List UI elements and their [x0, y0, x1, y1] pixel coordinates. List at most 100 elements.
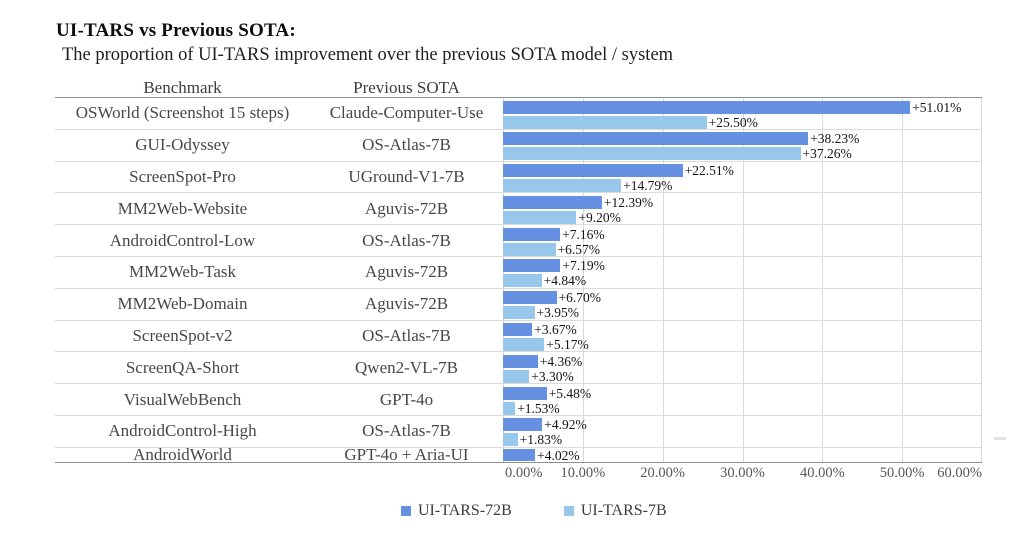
ui-tars-7b-track: +1.53%	[503, 400, 982, 416]
ui-tars-72b-value-label: +4.02%	[537, 447, 580, 463]
benchmark-name: ScreenQA-Short	[125, 357, 240, 377]
bar-pair-cell: +6.70% +3.95%	[503, 289, 982, 320]
benchmark-name: OSWorld (Screenshot 15 steps)	[75, 103, 290, 123]
benchmark-column-header: Benchmark	[143, 78, 222, 97]
bar-pair-cell: +22.51% +14.79%	[503, 162, 982, 193]
chart-rows: OSWorld (Screenshot 15 steps) Claude-Comp…	[55, 98, 982, 464]
ui-tars-7b-bar	[503, 242, 556, 256]
ui-tars-7b-track: +3.95%	[503, 305, 982, 321]
ui-tars-7b-value-label: +4.84%	[543, 273, 587, 289]
ui-tars-72b-track: +4.92%	[503, 417, 982, 433]
x-axis-tick-label: 20.00%	[640, 465, 686, 481]
ui-tars-72b-value-label: +6.70%	[558, 290, 601, 306]
table-header-row: Benchmark Previous SOTA	[55, 79, 982, 98]
ui-tars-7b-bar	[503, 179, 622, 193]
ui-tars-72b-track: +51.01%	[503, 100, 982, 114]
previous-sota-name: OS-Atlas-7B	[362, 135, 451, 155]
benchmark-name: AndroidWorld	[133, 444, 232, 464]
ui-tars-72b-bar	[503, 132, 809, 146]
previous-sota-column-header: Previous SOTA	[353, 78, 460, 97]
ui-tars-7b-value-label: +14.79%	[623, 178, 673, 194]
table-row: ScreenSpot-Pro UGround-V1-7B +22.51% +14.79…	[55, 162, 982, 194]
legend-series-label: UI-TARS-7B	[580, 502, 667, 519]
previous-sota-name: GPT-4o	[379, 389, 434, 409]
ui-tars-72b-bar	[503, 259, 561, 273]
benchmark-name: MM2Web-Task	[129, 262, 236, 282]
legend-color-swatch	[563, 506, 574, 516]
legend-entry: UI-TARS-72B	[401, 502, 512, 520]
previous-sota-name: Aguvis-72B	[364, 198, 449, 218]
chart-subtitle: The proportion of UI-TARS improvement ov…	[62, 45, 674, 65]
ui-tars-7b-track: +6.57%	[503, 242, 982, 256]
benchmark-name: MM2Web-Domain	[117, 294, 248, 314]
previous-sota-name: OS-Atlas-7B	[362, 230, 451, 250]
chart-legend: UI-TARS-72B UI-TARS-7B	[401, 502, 667, 520]
ui-tars-7b-value-label: +37.26%	[802, 146, 852, 162]
benchmark-name: ScreenSpot-v2	[132, 325, 233, 345]
legend-entry: UI-TARS-7B	[563, 502, 667, 520]
table-row: MM2Web-Task Aguvis-72B +7.19% +4.84%	[55, 257, 982, 289]
ui-tars-7b-value-label: +1.83%	[519, 432, 563, 448]
ui-tars-72b-value-label: +4.92%	[544, 417, 587, 433]
table-row: AndroidWorld GPT-4o + Aria-UI +4.02%	[55, 444, 982, 464]
bar-pair-cell: +4.02%	[503, 448, 982, 462]
table-row: AndroidControl-High OS-Atlas-7B +4.92% +1.8…	[55, 416, 982, 448]
ui-tars-7b-track: +5.17%	[503, 338, 982, 351]
previous-sota-name: UGround-V1-7B	[348, 166, 465, 186]
ui-tars-72b-bar	[503, 354, 538, 368]
ui-tars-72b-value-label: +7.16%	[562, 226, 605, 242]
ui-tars-72b-value-label: +3.67%	[534, 322, 577, 338]
ui-tars-7b-bar	[503, 115, 707, 129]
table-row: GUI-Odyssey OS-Atlas-7B +38.23% +37.26%	[55, 130, 982, 162]
x-axis-tick-label: 10.00%	[560, 465, 606, 481]
ui-tars-72b-track: +5.48%	[503, 386, 982, 400]
ui-tars-7b-value-label: +3.95%	[536, 305, 579, 321]
ui-tars-72b-value-label: +22.51%	[684, 163, 734, 179]
ui-tars-7b-value-label: +1.53%	[517, 400, 560, 416]
x-axis-tick-label: 30.00%	[720, 465, 765, 481]
ui-tars-72b-bar	[503, 195, 602, 209]
benchmark-name: AndroidControl-Low	[109, 230, 256, 250]
ui-tars-7b-bar	[503, 147, 801, 161]
ui-tars-72b-bar	[503, 164, 683, 178]
ui-tars-7b-bar	[503, 306, 535, 320]
chart-title: UI-TARS vs Previous SOTA:	[56, 20, 296, 41]
bar-pair-cell: +7.16% +6.57%	[503, 225, 982, 256]
previous-sota-name: Claude-Computer-Use	[329, 103, 484, 123]
bar-pair-cell: +12.39% +9.20%	[503, 193, 982, 224]
ui-tars-7b-bar	[503, 210, 577, 224]
ui-tars-7b-bar	[503, 338, 545, 352]
ui-tars-7b-track: +3.30%	[503, 370, 982, 383]
screenshot-artifact-dash	[994, 437, 1006, 440]
x-axis-tick-label: 50.00%	[879, 465, 925, 481]
ui-tars-72b-track: +12.39%	[503, 196, 982, 209]
x-axis-tick-labels: 0.00% 10.00% 20.00% 30.00% 40.00% 50.00% 60.00…	[503, 465, 982, 483]
ui-tars-7b-track: +1.83%	[503, 432, 982, 448]
legend-color-swatch	[401, 506, 411, 516]
benchmark-name: GUI-Odyssey	[135, 135, 230, 155]
ui-tars-7b-track: +9.20%	[503, 211, 982, 224]
benchmark-name: AndroidControl-High	[108, 421, 257, 441]
previous-sota-name: GPT-4o + Aria-UI	[344, 444, 469, 464]
table-row: AndroidControl-Low OS-Atlas-7B +7.16% +6.57…	[55, 225, 982, 257]
ui-tars-72b-track: +4.36%	[503, 355, 982, 368]
ui-tars-72b-bar	[503, 323, 533, 337]
ui-tars-7b-track: +4.84%	[503, 273, 982, 289]
ui-tars-7b-bar	[503, 369, 530, 383]
ui-tars-7b-track: +37.26%	[503, 146, 982, 162]
ui-tars-72b-value-label: +38.23%	[810, 131, 860, 147]
previous-sota-name: OS-Atlas-7B	[362, 421, 451, 441]
ui-tars-7b-bar	[503, 401, 516, 415]
ui-tars-72b-track: +22.51%	[503, 164, 982, 177]
ui-tars-7b-bar	[503, 433, 518, 447]
table-row: MM2Web-Website Aguvis-72B +12.39% +9.20%	[55, 193, 982, 226]
bar-pair-cell: +38.23% +37.26%	[503, 130, 982, 161]
previous-sota-name: Aguvis-72B	[364, 262, 449, 282]
x-axis-tick-label: 0.00%	[505, 465, 543, 481]
bar-pair-cell: +3.67% +5.17%	[503, 321, 982, 352]
ui-tars-7b-track: +25.50%	[503, 115, 982, 129]
benchmark-name: VisualWebBench	[123, 389, 242, 409]
table-and-plot: Benchmark Previous SOTA OSWorld (Screens…	[55, 79, 982, 464]
bar-pair-cell: +4.36% +3.30%	[503, 352, 982, 383]
ui-tars-72b-value-label: +4.36%	[539, 353, 583, 369]
